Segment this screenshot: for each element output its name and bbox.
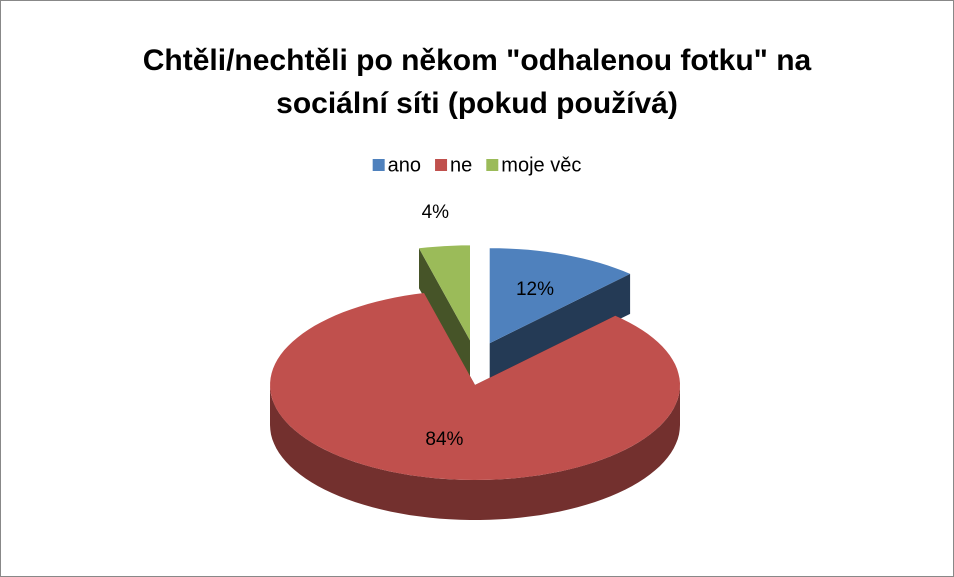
legend-label: ano xyxy=(388,154,421,176)
slice-wall xyxy=(489,273,631,384)
legend-swatch xyxy=(486,159,499,171)
legend-label: moje věc xyxy=(501,154,581,176)
data-label: 84% xyxy=(425,429,463,450)
slice-wall xyxy=(419,248,470,381)
slice xyxy=(419,245,470,341)
legend-swatch xyxy=(435,159,448,171)
chart-title: Chtěli/nechtěli po někom "odhalenou fotk… xyxy=(143,44,812,120)
slice-outer-wall xyxy=(270,385,680,520)
slice-side xyxy=(489,273,631,384)
data-label: 4% xyxy=(422,202,450,223)
title-line: sociální síti (pokud používá) xyxy=(276,87,678,120)
legend-swatch xyxy=(372,159,385,171)
data-label: 12% xyxy=(516,279,554,300)
slice-side xyxy=(419,248,470,381)
slice xyxy=(489,248,631,344)
slice xyxy=(270,293,680,480)
title-line: Chtěli/nechtěli po někom "odhalenou fotk… xyxy=(143,44,812,77)
legend-label: ne xyxy=(450,154,472,176)
legend: ano ne moje věc xyxy=(372,154,581,176)
